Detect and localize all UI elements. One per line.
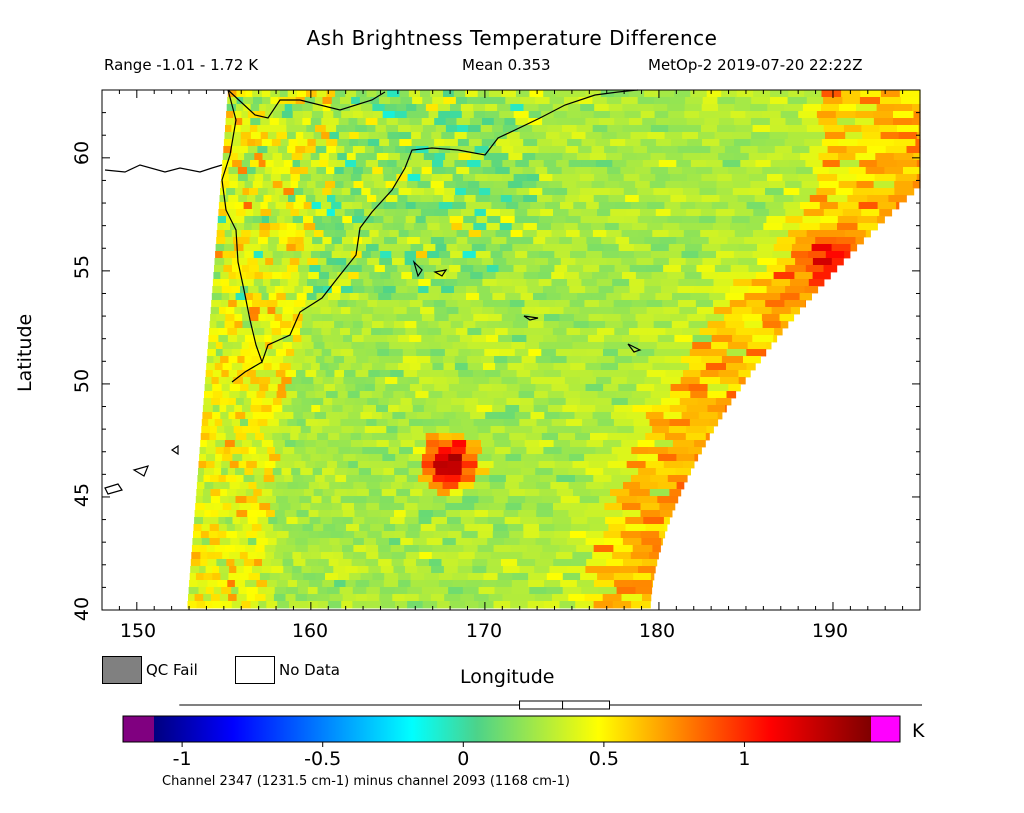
y-tick-60: 60: [71, 140, 94, 166]
x-tick-150: 150: [119, 620, 157, 642]
x-tick-190: 190: [811, 620, 849, 642]
colorbar-underflow: [123, 716, 154, 742]
data-swath: [187, 90, 921, 609]
no-data-swatch: [235, 656, 275, 684]
chart-title: Ash Brightness Temperature Difference: [306, 26, 718, 50]
no-data-label: No Data: [279, 661, 340, 679]
qc-fail-label: QC Fail: [146, 661, 198, 679]
colorbar-tick: 0.5: [588, 748, 619, 770]
qc-fail-swatch: [102, 656, 142, 684]
colorbar-tick: 0: [457, 748, 470, 770]
channel-caption: Channel 2347 (1231.5 cm-1) minus channel…: [162, 774, 570, 789]
value-distribution-boxplot: [179, 700, 922, 710]
x-axis-label: Longitude: [460, 666, 555, 688]
range-label: Range -1.01 - 1.72 K: [104, 56, 259, 74]
mean-label: Mean 0.353: [462, 56, 551, 74]
x-tick-180: 180: [638, 620, 676, 642]
colorbar-tick: -0.5: [304, 748, 342, 770]
x-tick-160: 160: [291, 620, 329, 642]
colorbar-gradient: [154, 716, 871, 742]
plot-frame: [101, 89, 921, 611]
satellite-time-label: MetOp-2 2019-07-20 22:22Z: [648, 56, 863, 74]
y-tick-50: 50: [71, 368, 94, 394]
y-tick-45: 45: [71, 482, 94, 508]
x-tick-170: 170: [465, 620, 503, 642]
y-tick-40: 40: [71, 596, 94, 622]
colorbar-frame: [122, 715, 901, 743]
y-tick-55: 55: [71, 254, 94, 280]
colorbar-tick: -1: [172, 748, 192, 770]
colorbar-unit: K: [912, 720, 925, 742]
coastline: [104, 89, 642, 495]
y-axis-label: Latitude: [14, 313, 36, 392]
map-plot: [101, 89, 921, 611]
colorbar-tick: 1: [738, 748, 751, 770]
colorbar-overflow: [871, 716, 900, 742]
